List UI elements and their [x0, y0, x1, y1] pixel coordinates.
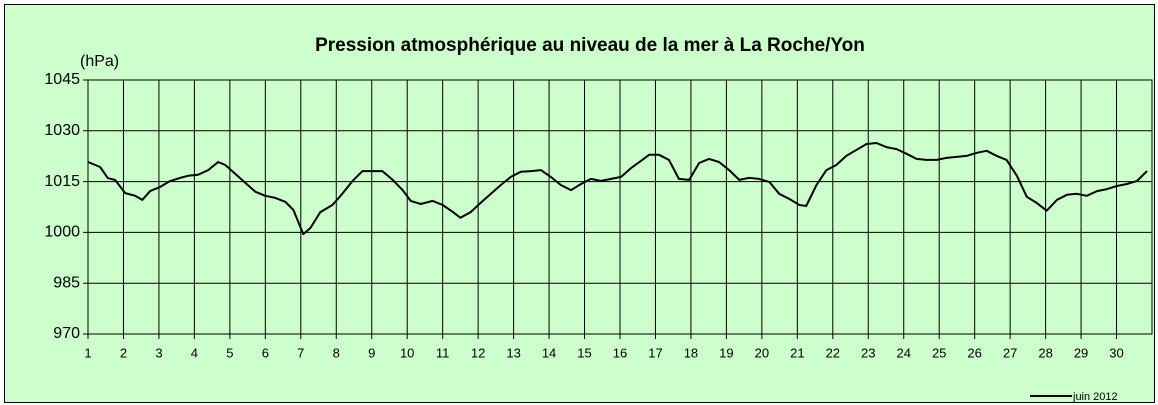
x-tick-label: 15	[577, 345, 591, 360]
x-tick-label: 28	[1038, 345, 1052, 360]
x-tick-label: 26	[967, 345, 981, 360]
x-tick-label: 21	[790, 345, 804, 360]
x-tick-label: 19	[719, 345, 733, 360]
x-tick-label: 18	[684, 345, 698, 360]
y-tick-label: 970	[53, 325, 80, 342]
x-tick-label: 16	[613, 345, 627, 360]
x-tick-label: 8	[333, 345, 340, 360]
x-tick-label: 2	[120, 345, 127, 360]
x-tick-label: 24	[896, 345, 910, 360]
x-tick-label: 1	[84, 345, 91, 360]
x-tick-label: 11	[436, 345, 450, 360]
x-tick-label: 3	[155, 345, 162, 360]
x-tick-label: 13	[506, 345, 520, 360]
x-tick-label: 12	[471, 345, 485, 360]
x-tick-label: 29	[1074, 345, 1088, 360]
x-tick-label: 14	[542, 345, 556, 360]
y-tick-label: 985	[53, 274, 80, 291]
x-tick-label: 25	[932, 345, 946, 360]
y-tick-label: 1030	[44, 122, 80, 139]
legend-label: juin 2012	[1072, 391, 1118, 403]
y-tick-label: 1045	[44, 71, 80, 88]
x-tick-label: 20	[755, 345, 769, 360]
x-tick-label: 23	[861, 345, 875, 360]
x-tick-label: 17	[648, 345, 662, 360]
x-tick-label: 9	[368, 345, 375, 360]
x-tick-label: 4	[191, 345, 198, 360]
y-axis-label: (hPa)	[80, 53, 119, 70]
x-tick-label: 10	[400, 345, 414, 360]
y-tick-label: 1000	[44, 224, 80, 241]
x-tick-label: 30	[1109, 345, 1123, 360]
x-tick-label: 6	[262, 345, 269, 360]
x-tick-label: 5	[226, 345, 233, 360]
x-tick-label: 22	[826, 345, 840, 360]
x-tick-label: 27	[1003, 345, 1017, 360]
chart-title: Pression atmosphérique au niveau de la m…	[315, 35, 865, 56]
line-series	[87, 142, 1148, 236]
y-tick-label: 1015	[44, 173, 80, 190]
x-tick-label: 7	[297, 345, 304, 360]
